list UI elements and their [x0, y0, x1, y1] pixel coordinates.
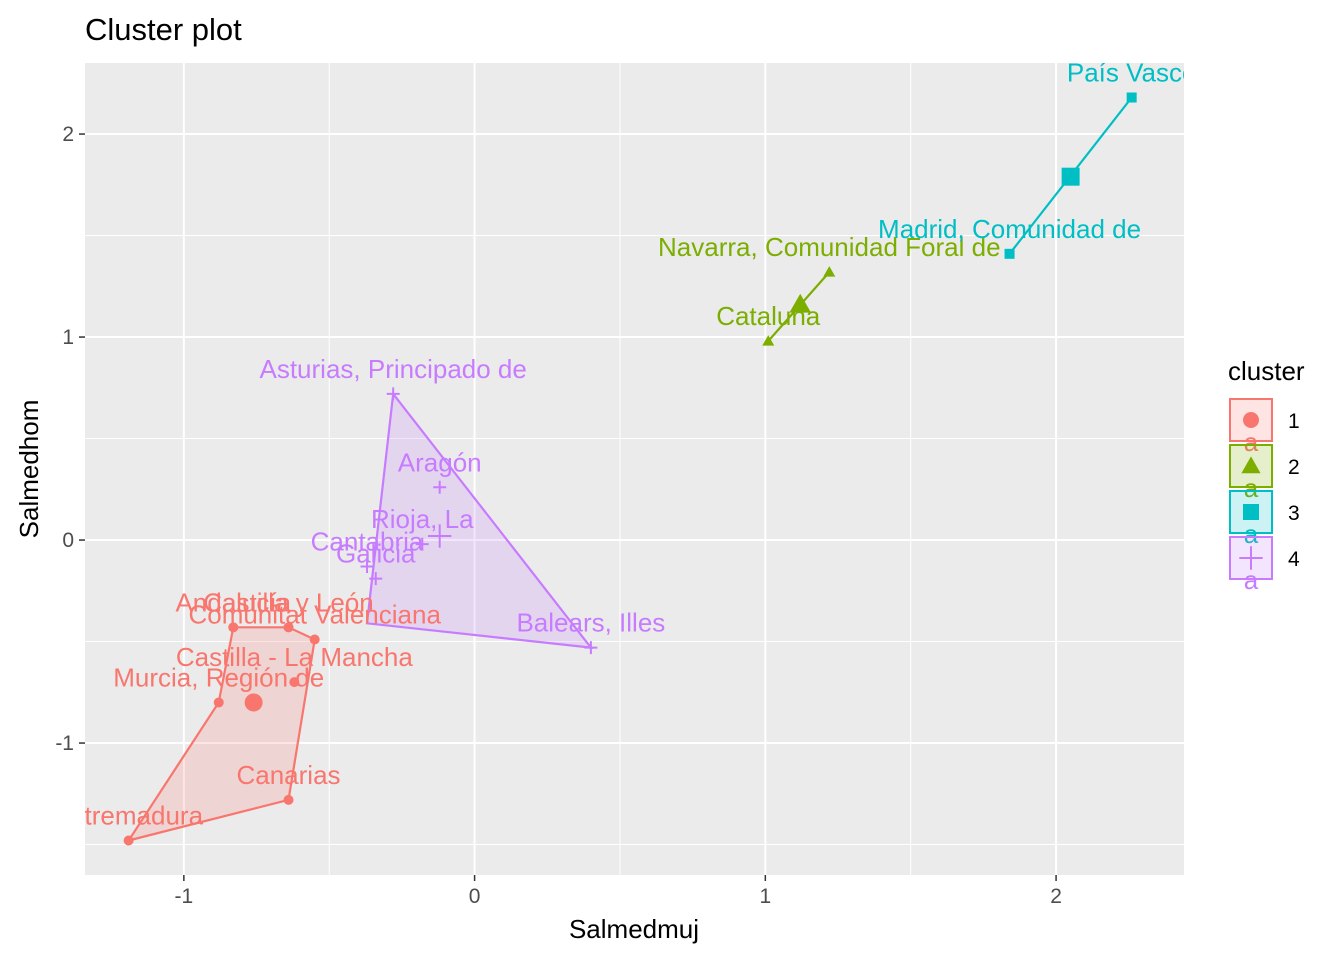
- x-tick-label: 2: [1050, 885, 1062, 908]
- cluster-centroids: [244, 167, 1080, 712]
- legend-key-shape: [1243, 504, 1259, 520]
- legend-key-box: [1229, 398, 1273, 442]
- point-andalucia: [228, 622, 239, 633]
- point-label-rioja-la: Rioja, La: [371, 504, 474, 534]
- point-madrid-comunidad-de: [1004, 248, 1015, 259]
- cluster-points: [123, 92, 1137, 846]
- point-cantabria: [360, 559, 374, 573]
- point-canarias: [283, 794, 294, 805]
- legend: cluster a 1 a 2 a 3 a 4: [1228, 356, 1305, 595]
- point-label-asturias-principado-de: Asturias, Principado de: [259, 354, 526, 384]
- legend-key-3: a: [1229, 490, 1273, 549]
- point-label-galicia: Galicia: [336, 539, 416, 569]
- y-tick-label: 2: [62, 123, 74, 146]
- y-axis: -1 0 1 2: [55, 123, 85, 755]
- point-label-castilla-la-mancha: Castilla - La Mancha: [176, 642, 414, 672]
- legend-key-glyph: a: [1244, 473, 1259, 503]
- plot-panel: [85, 63, 1184, 875]
- point-pais-vasco: [1126, 92, 1137, 103]
- legend-key-shape: [1243, 412, 1259, 428]
- x-tick-label: -1: [175, 885, 194, 908]
- legend-key-glyph: a: [1244, 427, 1259, 457]
- grid-major: [85, 63, 1184, 875]
- legend-label-1: 1: [1288, 410, 1300, 433]
- legend-key-shape: [1239, 546, 1263, 570]
- point-label-aragon: Aragón: [398, 447, 482, 477]
- point-rioja-la: [415, 537, 429, 551]
- legend-key-glyph: a: [1244, 565, 1259, 595]
- point-navarra-comunidad-foral-de: [823, 266, 836, 277]
- point-label-balears-illes: Balears, Illes: [516, 608, 665, 638]
- legend-key-1: a: [1229, 398, 1273, 457]
- y-tick-label: -1: [55, 732, 74, 755]
- cluster-3-centroid: [1061, 167, 1080, 186]
- point-castilla-y-leon: [283, 622, 294, 633]
- y-axis-title: Salmedhom: [14, 400, 44, 539]
- point-castilla-la-mancha: [289, 677, 300, 688]
- y-tick-label: 0: [62, 529, 74, 552]
- y-tick-label: 1: [62, 326, 74, 349]
- cluster-1-centroid: [244, 693, 263, 712]
- point-label-murcia-region-de: Murcia, Región de: [113, 662, 324, 692]
- legend-label-2: 2: [1288, 456, 1300, 479]
- point-extremadura: [123, 835, 134, 846]
- point-label-navarra-comunidad-foral-de: Navarra, Comunidad Foral de: [658, 232, 1001, 262]
- legend-key-4: a: [1229, 536, 1273, 595]
- point-murcia-region-de: [213, 697, 224, 708]
- legend-key-glyph: a: [1244, 519, 1259, 549]
- point-label-pais-vasco: País Vasco: [1067, 58, 1197, 88]
- point-galicia: [369, 572, 383, 586]
- grid-minor: [85, 63, 1184, 875]
- legend-label-3: 3: [1288, 502, 1300, 525]
- legend-key-2: a: [1229, 444, 1273, 503]
- point-label-canarias: Canarias: [236, 760, 340, 790]
- point-label-comunitat-valenciana: Comunitat Valenciana: [188, 600, 441, 630]
- point-aragon: [433, 480, 447, 494]
- point-label-andalucia: Andalucía: [175, 587, 291, 617]
- cluster-2-centroid: [789, 293, 812, 313]
- point-label-extremadura: Extremadura: [54, 800, 203, 830]
- legend-label-4: 4: [1288, 548, 1300, 571]
- x-axis: -1 0 1 2: [175, 875, 1062, 908]
- point-cataluna: [762, 335, 775, 346]
- x-tick-label: 1: [759, 885, 771, 908]
- chart-title: Cluster plot: [85, 12, 242, 47]
- point-label-cataluna: Cataluña: [716, 301, 821, 331]
- legend-key-shape: [1241, 456, 1261, 474]
- point-comunitat-valenciana: [309, 634, 320, 645]
- point-asturias-principado-de: [386, 387, 400, 401]
- cluster-4-centroid: [428, 524, 452, 548]
- point-label-madrid-comunidad-de: Madrid, Comunidad de: [878, 214, 1141, 244]
- x-tick-label: 0: [469, 885, 481, 908]
- point-balears-illes: [584, 641, 598, 655]
- cluster-4-hull: [365, 391, 594, 649]
- x-axis-title: Salmedmuj: [569, 914, 699, 944]
- point-label-cantabria: Cantabria: [311, 526, 424, 556]
- legend-title: cluster: [1228, 356, 1305, 386]
- point-label-castilla-y-leon: Castilla y León: [203, 587, 374, 617]
